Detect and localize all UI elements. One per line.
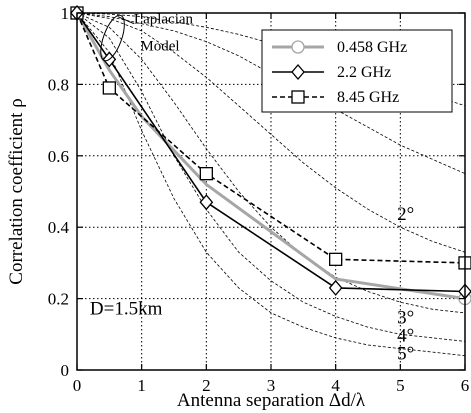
annotation-text: 3° bbox=[397, 308, 414, 329]
annotations: Laplacian Model D=1.5km 2° 3°4°5° bbox=[90, 12, 414, 365]
y-axis-label: Correlation coefficient ρ bbox=[6, 98, 27, 284]
model-indicator-leader bbox=[117, 16, 135, 25]
y-tick-label: 0.4 bbox=[48, 218, 70, 237]
annotation-text: 2° bbox=[397, 204, 414, 225]
grid bbox=[77, 13, 465, 370]
x-tick-label: 5 bbox=[396, 376, 405, 395]
legend-label: 8.45 GHz bbox=[337, 89, 399, 106]
legend-label: 2.2 GHz bbox=[337, 64, 391, 81]
y-tick-label: 0.2 bbox=[48, 290, 69, 309]
annotation-text: D=1.5km bbox=[90, 299, 163, 320]
data-point bbox=[199, 194, 214, 211]
y-tick-label: 0.8 bbox=[48, 75, 69, 94]
x-axis-label: Antenna separation Δd/λ bbox=[177, 390, 366, 411]
legend-marker bbox=[291, 64, 305, 80]
x-tick-label: 1 bbox=[137, 376, 146, 395]
model-indicator-ellipse bbox=[100, 14, 125, 62]
annotation-text: Model bbox=[140, 38, 179, 54]
y-tick-label: 0.6 bbox=[48, 147, 69, 166]
data-point bbox=[102, 81, 116, 95]
data-point bbox=[329, 252, 343, 266]
y-tick-label: 1 bbox=[61, 4, 70, 23]
legend-marker bbox=[291, 40, 305, 54]
x-tick-label: 0 bbox=[73, 376, 82, 395]
y-tick-label: 0 bbox=[61, 361, 70, 380]
model-curve bbox=[77, 13, 465, 357]
legend: 0.458 GHz 2.2 GHz 8.45 GHz bbox=[261, 29, 453, 113]
x-tick-label: 4 bbox=[331, 376, 340, 395]
annotation-text: Laplacian bbox=[134, 12, 194, 28]
model-curve bbox=[77, 13, 465, 253]
data-point bbox=[328, 279, 343, 296]
x-tick-label: 3 bbox=[267, 376, 276, 395]
axis-ticks: 0 1 2 3 4 5 6 0 0.2 0.4 0.6 0.8 1 bbox=[48, 4, 470, 395]
annotation-text: 4° bbox=[397, 325, 414, 346]
model-curve bbox=[77, 13, 465, 314]
x-tick-label: 6 bbox=[461, 376, 470, 395]
x-tick-label: 2 bbox=[202, 376, 211, 395]
model-curve bbox=[77, 13, 465, 342]
annotation-text: 5° bbox=[397, 343, 414, 364]
legend-marker bbox=[291, 90, 305, 104]
data-point bbox=[199, 166, 213, 181]
legend-label: 0.458 GHz bbox=[337, 39, 407, 56]
